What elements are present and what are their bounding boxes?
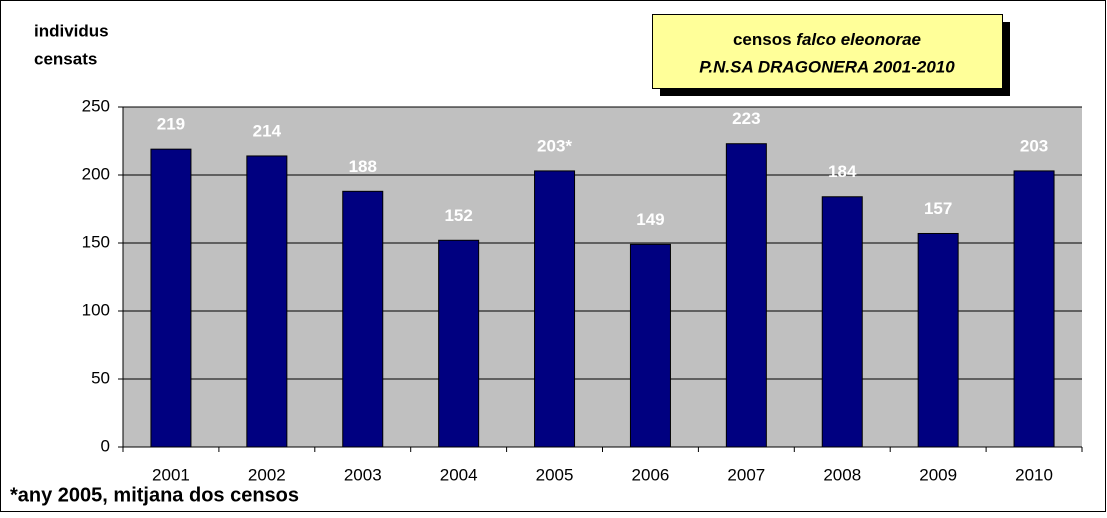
value-label: 219 bbox=[157, 115, 185, 134]
bar bbox=[438, 239, 480, 448]
title-italic: falco eleonorae bbox=[796, 30, 921, 49]
x-tick-label: 2001 bbox=[152, 465, 190, 484]
bar bbox=[246, 155, 288, 448]
y-tick-label: 50 bbox=[91, 368, 110, 387]
value-label: 157 bbox=[924, 199, 952, 218]
x-tick-label: 2005 bbox=[536, 465, 574, 484]
y-axis-label: censats bbox=[34, 49, 97, 68]
y-tick-label: 150 bbox=[82, 232, 110, 251]
x-tick-label: 2008 bbox=[823, 465, 861, 484]
title-text: censos bbox=[733, 30, 792, 49]
chart-title: censos falco eleonorae bbox=[733, 30, 921, 49]
value-label: 149 bbox=[636, 210, 664, 229]
bar bbox=[342, 190, 384, 448]
x-tick-label: 2004 bbox=[440, 465, 478, 484]
bar bbox=[534, 170, 576, 448]
bar bbox=[1013, 170, 1055, 448]
x-tick-label: 2010 bbox=[1015, 465, 1053, 484]
bar bbox=[821, 196, 863, 448]
y-tick-label: 250 bbox=[82, 96, 110, 115]
value-label: 184 bbox=[828, 162, 857, 181]
bar bbox=[917, 232, 959, 448]
bar bbox=[725, 143, 767, 448]
footnote: *any 2005, mitjana dos censos bbox=[10, 484, 299, 506]
x-tick-label: 2007 bbox=[727, 465, 765, 484]
x-tick-label: 2002 bbox=[248, 465, 286, 484]
bar bbox=[150, 148, 192, 448]
y-axis-label: individus bbox=[34, 21, 109, 40]
value-label: 214 bbox=[253, 121, 282, 140]
y-tick-label: 200 bbox=[82, 164, 110, 183]
value-label: 203* bbox=[537, 136, 572, 155]
value-label: 152 bbox=[444, 206, 472, 225]
x-tick-label: 2003 bbox=[344, 465, 382, 484]
bar bbox=[629, 243, 671, 448]
value-label: 223 bbox=[732, 109, 760, 128]
y-tick-label: 100 bbox=[82, 300, 110, 319]
y-tick-label: 0 bbox=[101, 436, 110, 455]
x-tick-label: 2006 bbox=[632, 465, 670, 484]
chart-subtitle: P.N.SA DRAGONERA 2001-2010 bbox=[699, 57, 955, 76]
title-box bbox=[652, 14, 1003, 89]
value-label: 203 bbox=[1020, 136, 1048, 155]
x-tick-label: 2009 bbox=[919, 465, 957, 484]
value-label: 188 bbox=[349, 157, 377, 176]
